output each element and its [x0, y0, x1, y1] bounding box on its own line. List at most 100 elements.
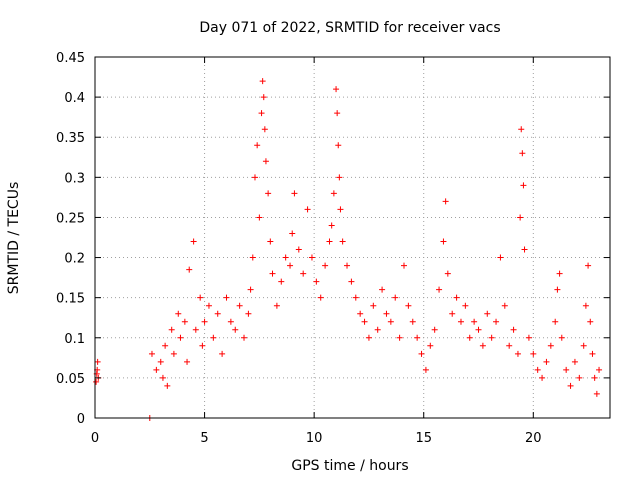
data-point: [571, 358, 578, 365]
data-point: [267, 238, 274, 245]
y-tick-label: 0.45: [56, 51, 85, 66]
x-axis-label: GPS time / hours: [291, 458, 408, 474]
data-point: [484, 310, 491, 317]
axis-ticks: 0 0.05 0.1 0.15 0.2 0.25 0.3 0.35 0.4 0.45 0 5 10 15 2…: [56, 51, 610, 446]
y-tick-label: 0.4: [64, 91, 85, 106]
data-point: [247, 286, 254, 293]
data-point: [184, 358, 191, 365]
data-point: [326, 238, 333, 245]
data-point: [199, 342, 206, 349]
data-point: [317, 294, 324, 301]
data-point: [418, 350, 425, 357]
data-point: [190, 238, 197, 245]
data-point: [475, 326, 482, 333]
data-point: [589, 350, 596, 357]
data-point: [254, 142, 261, 149]
data-point: [497, 254, 504, 261]
data-point: [352, 294, 359, 301]
data-point: [164, 382, 171, 389]
y-tick-label: 0.35: [56, 131, 85, 146]
data-point: [258, 110, 265, 117]
data-point: [245, 310, 252, 317]
data-point: [251, 174, 258, 181]
data-point: [379, 286, 386, 293]
data-point: [313, 278, 320, 285]
data-point: [374, 326, 381, 333]
y-tick-label: 0.05: [56, 372, 85, 387]
data-point: [348, 278, 355, 285]
data-point: [563, 366, 570, 373]
data-point: [210, 334, 217, 341]
data-point: [256, 214, 263, 221]
data-point: [337, 206, 344, 213]
data-point: [249, 254, 256, 261]
data-point: [148, 350, 155, 357]
data-point: [289, 230, 296, 237]
y-tick-label: 0.15: [56, 292, 85, 307]
x-tick-label: 0: [91, 431, 99, 446]
data-point: [232, 326, 239, 333]
y-tick-label: 0.3: [64, 171, 85, 186]
data-point: [287, 262, 294, 269]
x-tick-label: 5: [200, 431, 208, 446]
data-point: [168, 326, 175, 333]
data-point: [197, 294, 204, 301]
data-point: [519, 150, 526, 157]
data-point: [308, 254, 315, 261]
data-point: [227, 318, 234, 325]
data-point: [436, 286, 443, 293]
data-point: [440, 238, 447, 245]
data-point: [510, 326, 517, 333]
data-point: [387, 318, 394, 325]
data-point: [543, 358, 550, 365]
data-point: [530, 350, 537, 357]
data-point: [521, 246, 528, 253]
data-point: [157, 358, 164, 365]
data-point: [409, 318, 416, 325]
data-point: [93, 378, 100, 385]
y-tick-label: 0.2: [64, 252, 85, 267]
data-point: [453, 294, 460, 301]
data-point: [262, 158, 269, 165]
data-point: [576, 374, 583, 381]
data-point: [177, 334, 184, 341]
data-point: [334, 110, 341, 117]
data-point: [449, 310, 456, 317]
data-point: [405, 302, 412, 309]
data-point: [269, 270, 276, 277]
data-point: [539, 374, 546, 381]
data-point: [552, 318, 559, 325]
data-point: [265, 190, 272, 197]
data-point: [520, 182, 527, 189]
data-point: [518, 126, 525, 133]
data-point: [558, 334, 565, 341]
data-point: [471, 318, 478, 325]
data-point: [260, 94, 267, 101]
chart-title: Day 071 of 2022, SRMTID for receiver vac…: [199, 20, 500, 36]
data-point: [431, 326, 438, 333]
data-point: [223, 294, 230, 301]
data-points: [93, 78, 603, 421]
data-point: [186, 266, 193, 273]
data-point: [514, 350, 521, 357]
data-point: [370, 302, 377, 309]
data-point: [547, 342, 554, 349]
grid: [95, 57, 610, 418]
data-point: [488, 334, 495, 341]
data-point: [587, 318, 594, 325]
data-point: [201, 318, 208, 325]
data-point: [153, 366, 160, 373]
data-point: [333, 86, 340, 93]
data-point: [295, 246, 302, 253]
data-point: [261, 126, 268, 133]
data-point: [236, 302, 243, 309]
data-point: [396, 334, 403, 341]
data-point: [444, 270, 451, 277]
data-point: [506, 342, 513, 349]
data-point: [170, 350, 177, 357]
data-point: [205, 302, 212, 309]
data-point: [501, 302, 508, 309]
data-point: [304, 206, 311, 213]
data-point: [278, 278, 285, 285]
